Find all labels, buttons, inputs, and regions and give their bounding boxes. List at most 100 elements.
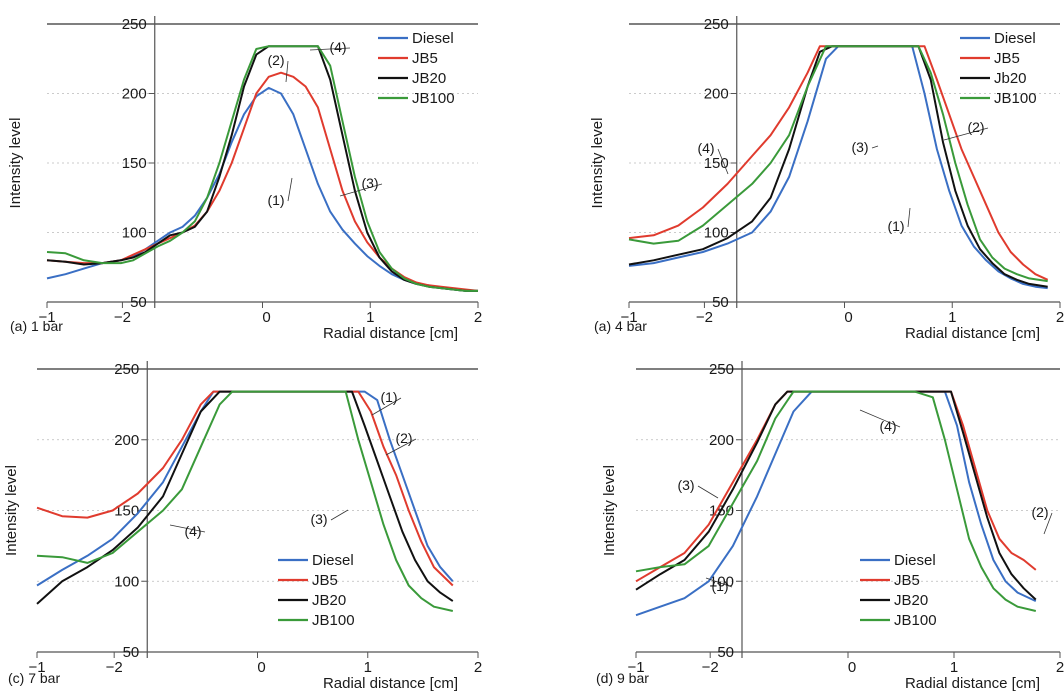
legend-entry: Jb20 [994,70,1027,87]
series-line-jb20 [628,45,1048,288]
annotation-label: (3) [361,175,378,191]
y-tick-label: 250 [704,16,729,33]
y-tick-label: 100 [122,225,147,242]
legend-entry: JB100 [894,612,937,629]
y-axis-label: Intensity level [601,465,618,556]
legend-entry: Diesel [412,30,454,47]
annotation-label: (4) [697,140,714,156]
y-tick-label: 250 [709,361,734,378]
x-tick-label: −1 [28,659,45,676]
y-tick-label: 200 [114,432,139,449]
annotation-label: (4) [329,39,346,55]
y-tick-label: 50 [712,294,729,311]
annotation-label: (1) [380,389,397,405]
y-axis-label: Intensity level [3,465,20,556]
x-tick-label: 2 [474,309,482,326]
x-tick-label: 1 [948,309,956,326]
annotation-label: (2) [395,430,412,446]
legend-entry: Diesel [312,552,354,569]
x-axis-label: Radial distance [cm] [905,325,1040,342]
y-tick-label: 200 [704,86,729,103]
series-line-jb100 [628,45,1048,283]
annotation-label: (2) [1031,504,1048,520]
annotation-label: (3) [310,511,327,527]
annotation-leader [705,577,733,588]
series-line-jb20 [36,390,454,605]
legend-entry: JB100 [312,612,355,629]
x-tick-label: 0 [257,659,265,676]
x-tick-label: 0 [844,309,852,326]
annotation-leader [371,397,402,416]
y-tick-label: 150 [122,155,147,172]
x-tick-label: 2 [1056,659,1064,676]
series-line-jb5 [46,71,479,292]
annotation-leader [285,60,289,83]
legend-entry: JB5 [412,50,438,67]
legend-entry: JB20 [412,70,446,87]
series-line-jb5 [36,390,454,587]
series-line-jb20 [635,390,1037,601]
series-line-diesel [46,86,478,292]
series-line-jb100 [635,390,1037,612]
y-tick-label: 250 [114,361,139,378]
x-tick-label: −2 [106,659,123,676]
annotation-label: (3) [677,477,694,493]
annotation-leader [907,207,911,228]
annotation-leader [943,127,989,141]
legend-entry: Diesel [994,30,1036,47]
annotation-label: (4) [184,523,201,539]
annotation-leader [169,524,206,533]
series-line-diesel [36,390,454,587]
x-tick-label: 2 [1056,309,1064,326]
x-tick-label: −2 [114,309,131,326]
y-axis-label: Intensity level [589,118,606,209]
x-tick-label: −2 [696,309,713,326]
y-tick-label: 150 [704,155,729,172]
x-tick-label: 1 [364,659,372,676]
legend-entry: Diesel [894,552,936,569]
annotation-leader [339,183,383,197]
y-tick-label: 200 [709,432,734,449]
y-tick-label: 50 [717,644,734,661]
panel-caption: (d) 9 bar [596,670,649,686]
y-tick-label: 100 [704,225,729,242]
annotation-label: (1) [711,578,728,594]
legend-entry: JB100 [994,90,1037,107]
annotation-leader [859,409,901,428]
legend-entry: JB5 [312,572,338,589]
panel-caption: (a) 4 bar [594,318,647,334]
y-tick-label: 250 [122,16,147,33]
legend-entry: JB20 [894,592,928,609]
annotation-label: (4) [879,418,896,434]
x-axis-label: Radial distance [cm] [323,325,458,342]
legend-entry: JB100 [412,90,455,107]
annotation-leader [385,438,417,456]
y-tick-label: 150 [114,503,139,520]
annotation-leader [330,509,349,521]
legend-entry: JB5 [894,572,920,589]
annotation-leader [871,145,879,149]
y-tick-label: 200 [122,86,147,103]
annotation-label: (2) [267,52,284,68]
x-axis-label: Radial distance [cm] [323,675,458,692]
x-tick-label: 0 [848,659,856,676]
x-tick-label: −2 [702,659,719,676]
annotation-leader [1043,512,1053,535]
x-tick-label: 1 [366,309,374,326]
panel-caption: (c) 7 bar [8,670,60,686]
series-line-jb100 [36,390,454,612]
panel-caption: (a) 1 bar [10,318,63,334]
annotation-label: (1) [887,218,904,234]
annotation-label: (1) [267,192,284,208]
annotation-label: (3) [851,139,868,155]
x-tick-label: 2 [474,659,482,676]
x-axis-label: Radial distance [cm] [905,675,1040,692]
legend-entry: JB5 [994,50,1020,67]
x-tick-label: −1 [627,659,644,676]
y-tick-label: 100 [709,573,734,590]
annotation-leader [287,177,293,202]
